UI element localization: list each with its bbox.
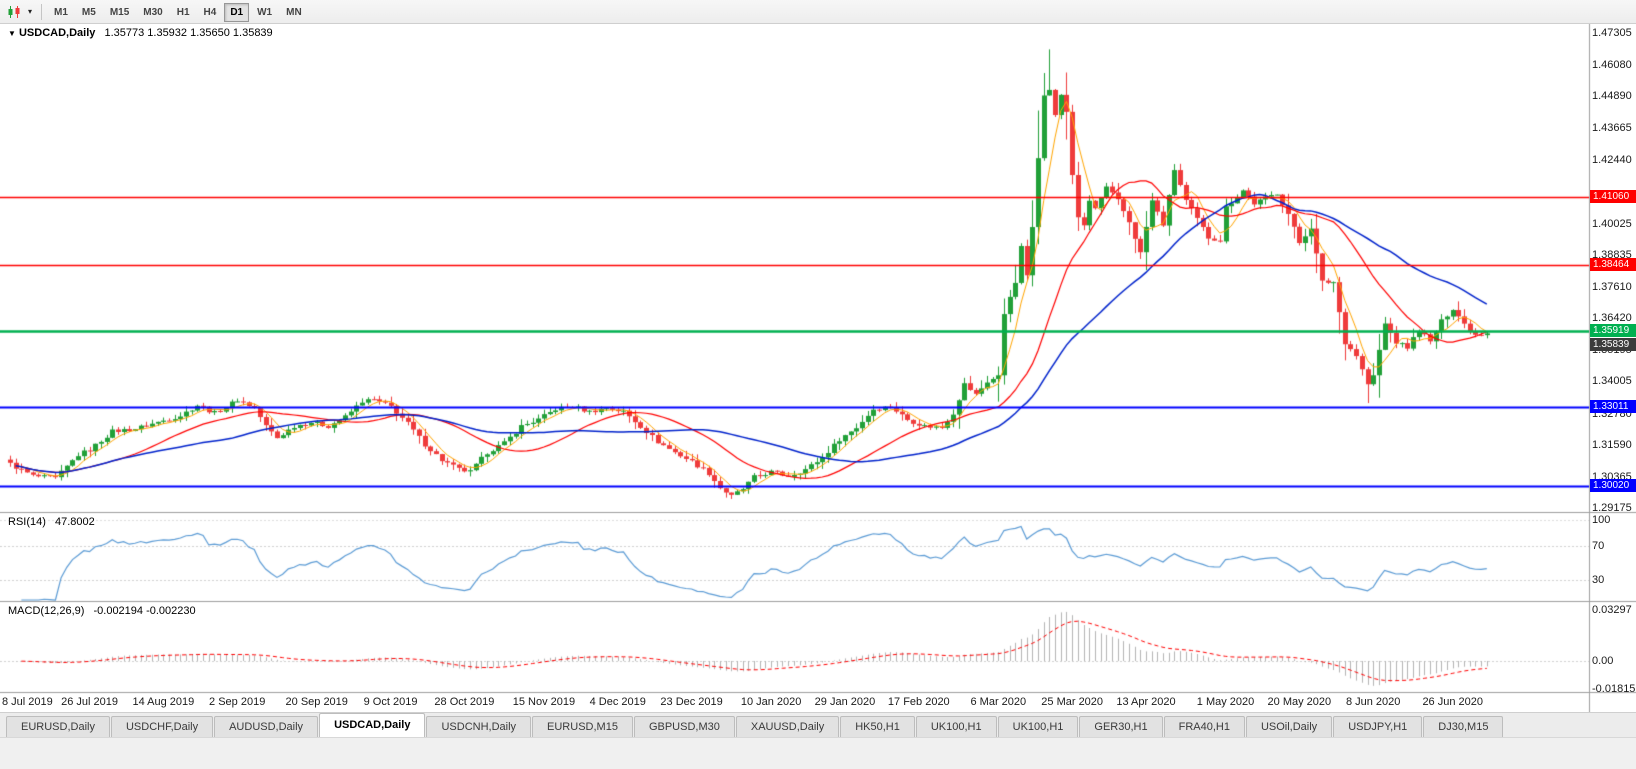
- timeframe-button-m5[interactable]: M5: [76, 3, 102, 22]
- timeframe-toolbar: ▾ M1 M5 M15 M30 H1 H4 D1 W1 MN: [0, 0, 1636, 24]
- price-axis-label: 1.37610: [1592, 281, 1632, 293]
- date-label: 23 Dec 2019: [660, 696, 723, 708]
- price-axis-label: 1.44890: [1592, 90, 1632, 103]
- timeframe-button-mn[interactable]: MN: [280, 3, 308, 22]
- chart-tab-2[interactable]: AUDUSD,Daily: [214, 716, 319, 737]
- price-badge: 1.38464: [1590, 257, 1636, 271]
- timeframe-button-h4[interactable]: H4: [198, 3, 223, 22]
- rsi-level-label: 100: [1592, 514, 1611, 526]
- date-label: 2 Sep 2019: [209, 696, 266, 708]
- chart-tab-7[interactable]: XAUUSD,Daily: [735, 716, 840, 737]
- timeframe-button-m1[interactable]: M1: [48, 3, 74, 22]
- price-axis-label: 1.34005: [1592, 375, 1632, 388]
- chart-tab-12[interactable]: FRA40,H1: [1163, 716, 1245, 737]
- date-label: 29 Jan 2020: [814, 696, 876, 708]
- date-label: 14 Aug 2019: [132, 696, 195, 708]
- price-chart-canvas[interactable]: [0, 24, 1636, 712]
- chart-tab-9[interactable]: UK100,H1: [915, 716, 997, 737]
- price-axis-label: 1.31590: [1592, 438, 1632, 451]
- chart-type-dropdown-icon[interactable]: ▾: [27, 7, 32, 16]
- price-axis-label: 1.29175: [1592, 501, 1632, 514]
- date-label: 28 Oct 2019: [434, 696, 495, 708]
- rsi-name: RSI(14): [8, 516, 46, 528]
- collapse-arrow-icon[interactable]: ▼: [8, 29, 16, 38]
- chart-tab-bar: EURUSD,Daily USDCHF,Daily AUDUSD,Daily USDC…: [0, 712, 1636, 737]
- price-badge: 1.33011: [1590, 400, 1636, 414]
- price-axis-label: 1.47305: [1592, 27, 1632, 39]
- chart-tab-3[interactable]: USDCAD,Daily: [319, 713, 426, 737]
- chart-tab-13[interactable]: USOil,Daily: [1245, 716, 1333, 737]
- symbol-period-label: USDCAD,Daily: [18, 27, 96, 39]
- timeframe-button-m30[interactable]: M30: [137, 3, 168, 22]
- ohlc-values: 1.35773 1.35932 1.35650 1.35839: [104, 27, 273, 39]
- date-label: 13 Apr 2020: [1116, 696, 1176, 708]
- chart-tab-6[interactable]: GBPUSD,M30: [633, 716, 735, 737]
- date-label: 20 Sep 2019: [285, 696, 348, 708]
- price-axis-label: 1.40025: [1592, 217, 1632, 230]
- date-label: 10 Jan 2020: [740, 696, 802, 708]
- toolbar-separator: [41, 3, 42, 20]
- chart-tab-8[interactable]: HK50,H1: [840, 716, 915, 737]
- date-label: 17 Feb 2020: [887, 696, 950, 708]
- chart-tab-4[interactable]: USDCNH,Daily: [426, 716, 532, 737]
- date-label: 8 Jun 2020: [1345, 696, 1401, 708]
- date-label: 20 May 2020: [1267, 696, 1332, 708]
- date-label: 4 Dec 2019: [589, 696, 646, 708]
- chart-title: ▼ USDCAD,Daily 1.35773 1.35932 1.35650 1…: [8, 27, 273, 39]
- price-badge: 1.41060: [1590, 189, 1636, 203]
- rsi-value: 47.8002: [54, 516, 95, 528]
- chart-tab-14[interactable]: USDJPY,H1: [1333, 716, 1423, 737]
- macd-level-label: 0.00: [1592, 655, 1614, 667]
- date-label: 9 Oct 2019: [363, 696, 418, 708]
- date-label: 1 May 2020: [1196, 696, 1255, 708]
- date-label: 6 Mar 2020: [970, 696, 1027, 708]
- price-badge: 1.30020: [1590, 478, 1636, 492]
- price-axis-label: 1.43665: [1592, 122, 1632, 135]
- chart-tab-11[interactable]: GER30,H1: [1079, 716, 1163, 737]
- chart-tab-15[interactable]: DJ30,M15: [1423, 716, 1504, 737]
- price-badge: 1.35839: [1590, 338, 1636, 352]
- timeframe-button-m15[interactable]: M15: [104, 3, 135, 22]
- candlestick-chart-icon[interactable]: [4, 2, 24, 22]
- macd-values: -0.002194 -0.002230: [93, 605, 196, 617]
- macd-level-label: -0.01815: [1592, 683, 1636, 696]
- price-axis-label: 1.46080: [1592, 59, 1632, 72]
- date-label: 25 Mar 2020: [1041, 696, 1104, 708]
- status-bar: [0, 737, 1636, 769]
- rsi-indicator-label: RSI(14) 47.8002: [8, 516, 95, 528]
- rsi-level-label: 70: [1592, 539, 1605, 552]
- chart-tab-5[interactable]: EURUSD,M15: [532, 716, 633, 737]
- timeframe-button-w1[interactable]: W1: [251, 3, 278, 22]
- macd-name: MACD(12,26,9): [8, 605, 85, 617]
- timeframe-button-d1[interactable]: D1: [224, 2, 250, 22]
- macd-level-label: 0.03297: [1592, 603, 1632, 616]
- price-axis-label: 1.36420: [1592, 312, 1632, 325]
- chart-window: ▼ USDCAD,Daily 1.35773 1.35932 1.35650 1…: [0, 24, 1636, 712]
- macd-indicator-label: MACD(12,26,9) -0.002194 -0.002230: [8, 605, 196, 617]
- timeframe-button-h1[interactable]: H1: [171, 3, 196, 22]
- date-label: 8 Jul 2019: [2, 696, 53, 708]
- chart-tab-1[interactable]: USDCHF,Daily: [110, 716, 214, 737]
- timeframe-buttons: M1 M5 M15 M30 H1 H4 D1 W1 MN: [47, 2, 309, 22]
- chart-tab-10[interactable]: UK100,H1: [997, 716, 1079, 737]
- date-label: 26 Jul 2019: [61, 696, 118, 708]
- date-label: 15 Nov 2019: [512, 696, 576, 708]
- date-label: 26 Jun 2020: [1422, 696, 1483, 708]
- chart-tab-0[interactable]: EURUSD,Daily: [6, 716, 110, 737]
- rsi-level-label: 30: [1592, 573, 1605, 586]
- price-axis-label: 1.42440: [1592, 154, 1632, 167]
- price-badge: 1.35919: [1590, 324, 1636, 338]
